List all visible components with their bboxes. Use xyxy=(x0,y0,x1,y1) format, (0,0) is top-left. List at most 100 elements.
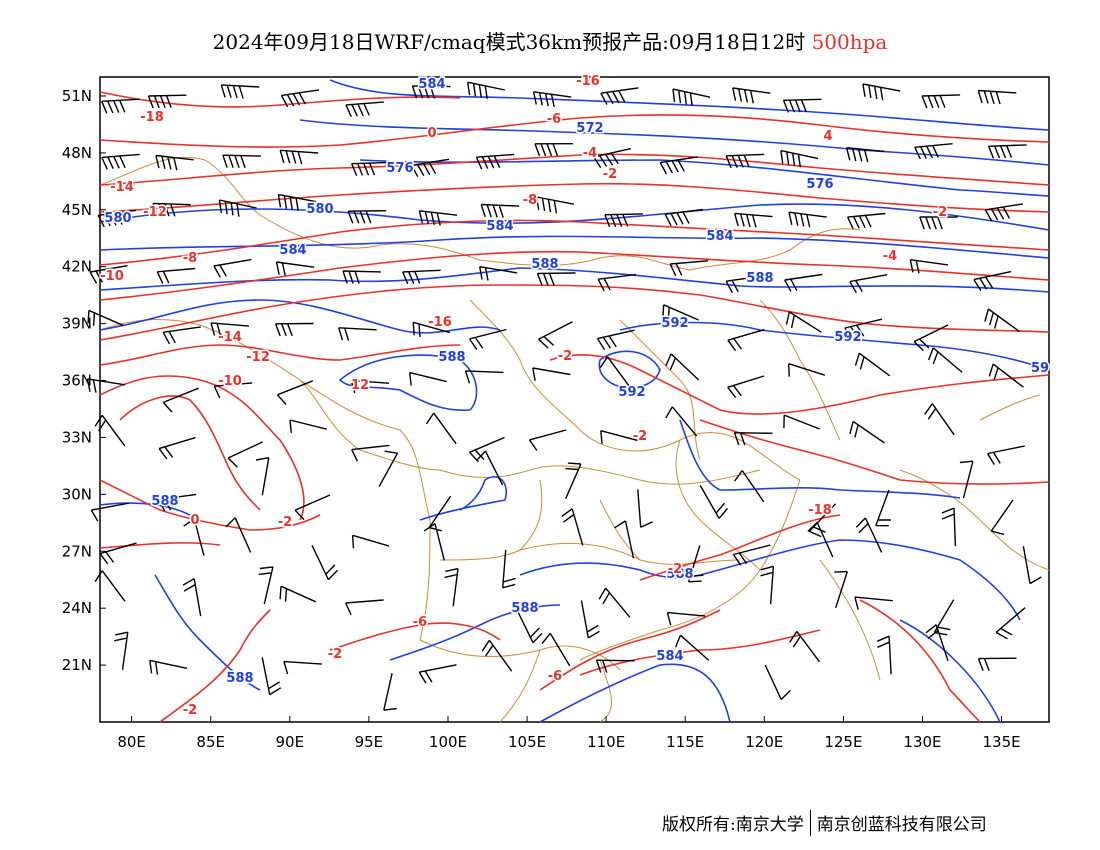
wind-barb xyxy=(596,329,635,350)
wind-barb-shaft xyxy=(598,587,631,618)
wind-barb xyxy=(977,657,1017,672)
wind-barb xyxy=(283,660,322,675)
wind-barb-shaft xyxy=(561,508,584,546)
temperature-contour-label: -2 xyxy=(668,562,682,577)
temperature-contour-label: -12 xyxy=(246,350,270,365)
wind-barb xyxy=(475,450,504,486)
wind-barb-shaft xyxy=(311,544,339,581)
wind-barb-shaft xyxy=(289,419,327,433)
temperature-contour-label: -16 xyxy=(428,315,452,330)
wind-barb xyxy=(862,83,901,101)
wind-barb xyxy=(227,441,263,468)
wind-barb-shaft xyxy=(418,210,458,226)
wind-barb xyxy=(222,154,261,169)
wind-barb xyxy=(846,212,886,230)
wind-barb xyxy=(561,508,584,546)
wind-barb xyxy=(849,420,885,444)
map-frame xyxy=(99,76,1050,723)
height-contour-label: 588 xyxy=(511,601,538,616)
wind-barb-shaft xyxy=(862,83,901,101)
wind-barb-shaft xyxy=(294,494,331,521)
wind-barb xyxy=(425,412,457,445)
wind-barb xyxy=(294,494,331,521)
height-contour-label: 588 xyxy=(151,494,178,509)
wind-barb-shaft xyxy=(147,94,187,109)
wind-barb-shaft xyxy=(157,493,197,512)
x-tick-label: 130E xyxy=(903,733,941,751)
wind-barb xyxy=(274,322,314,337)
wind-barb-shaft xyxy=(162,387,199,413)
wind-barb xyxy=(598,587,631,618)
wind-barb xyxy=(152,202,191,217)
wind-barb-shaft xyxy=(418,664,457,684)
wind-barb xyxy=(534,143,574,157)
wind-barb xyxy=(580,600,600,639)
wind-barb-shaft xyxy=(784,273,823,292)
temperature-contour-label: -2 xyxy=(603,167,617,182)
wind-barb-shaft xyxy=(481,639,513,672)
wind-barb xyxy=(984,203,1024,222)
y-tick-label: 33N xyxy=(62,428,92,446)
wind-barb-shaft xyxy=(597,273,637,292)
temperature-contour-label: -4 xyxy=(583,146,597,161)
wind-barb xyxy=(338,327,377,341)
wind-barb-shaft xyxy=(152,202,191,217)
temperature-contour-label: 0 xyxy=(427,126,436,141)
wind-barb xyxy=(277,193,316,211)
x-tick-label: 100E xyxy=(429,733,467,751)
wind-barb xyxy=(162,387,199,413)
temperature-contour-label: -16 xyxy=(576,74,600,89)
temperature-contours xyxy=(99,91,1050,723)
wind-barb xyxy=(727,375,765,399)
wind-barb xyxy=(94,570,126,602)
wind-barb-shaft xyxy=(760,565,775,605)
wind-barb-shaft xyxy=(921,94,961,109)
wind-barb xyxy=(90,502,129,522)
temperature-contour-label: 0 xyxy=(190,513,199,528)
y-tick-label: 42N xyxy=(62,258,92,276)
height-contour-label: 584 xyxy=(418,77,445,92)
temperature-contour-label: -6 xyxy=(547,112,561,127)
wind-barb xyxy=(532,367,571,381)
wind-barb-shaft xyxy=(669,260,709,277)
wind-barb xyxy=(182,578,202,617)
wind-barb xyxy=(788,211,827,228)
height-contour-label: 584 xyxy=(486,219,513,234)
wind-barb xyxy=(913,324,949,352)
wind-barb xyxy=(428,495,452,532)
wind-barb xyxy=(502,549,516,589)
wind-barb xyxy=(564,462,582,500)
wind-barb-shaft xyxy=(564,462,582,500)
wind-barb-shaft xyxy=(218,199,257,217)
y-tick-label: 48N xyxy=(62,144,92,162)
height-contour-label: 59 xyxy=(1031,361,1049,376)
wind-barb-shaft xyxy=(941,507,957,547)
wind-barb-shaft xyxy=(532,367,571,381)
wind-barb-shaft xyxy=(995,607,1026,640)
wind-barb xyxy=(665,353,700,381)
wind-barb-shaft xyxy=(155,154,194,171)
wind-barb-shaft xyxy=(347,210,387,224)
wind-barb-shaft xyxy=(614,520,635,559)
wind-barb-shaft xyxy=(464,370,504,384)
wind-barb xyxy=(665,406,698,437)
wind-barb xyxy=(988,363,1024,388)
wind-barb-shaft xyxy=(338,327,377,341)
wind-barb xyxy=(725,275,764,294)
wind-barb xyxy=(347,210,387,224)
wind-barb-shaft xyxy=(532,91,572,108)
x-tick-label: 135E xyxy=(982,733,1020,751)
wind-barb xyxy=(89,265,128,284)
wind-barb xyxy=(977,89,1017,105)
wind-barb xyxy=(973,270,1012,291)
copyright-left: 版权所有:南京大学 xyxy=(662,815,804,835)
wind-barb xyxy=(345,599,384,616)
wind-barb-shaft xyxy=(727,328,765,352)
wind-barb xyxy=(155,154,194,171)
wind-barb xyxy=(987,445,1025,465)
y-tick-label: 36N xyxy=(62,372,92,390)
y-tick-label: 39N xyxy=(62,315,92,333)
wind-barb-shaft xyxy=(149,659,188,675)
wind-barb xyxy=(919,216,958,230)
temperature-contour-label: -6 xyxy=(548,669,562,684)
